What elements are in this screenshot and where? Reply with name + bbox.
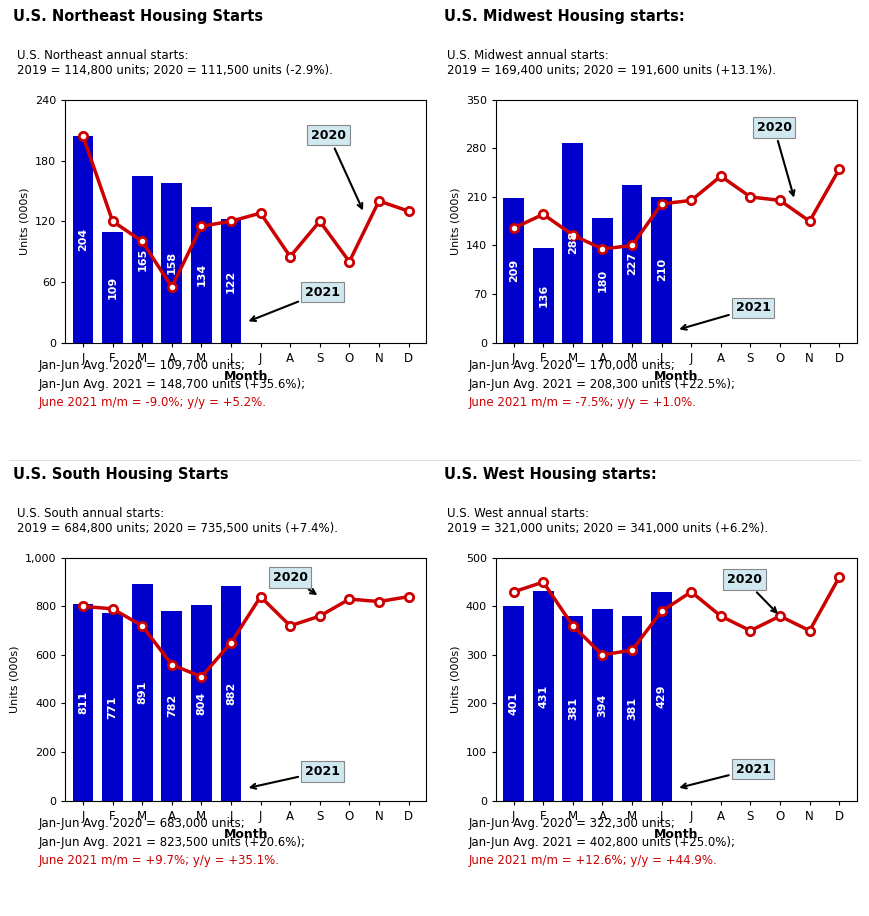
Bar [562,143,582,343]
Y-axis label: Units (000s): Units (000s) [449,646,460,713]
Text: 180: 180 [597,268,607,291]
Text: Jan-Jun Avg. 2021 = 208,300 units (+22.5%);: Jan-Jun Avg. 2021 = 208,300 units (+22.5… [468,377,735,390]
Bar [533,248,553,343]
Text: U.S. Northeast Housing Starts: U.S. Northeast Housing Starts [13,9,263,24]
Text: 204: 204 [78,228,88,251]
Text: 811: 811 [78,691,88,714]
Text: U.S. West annual starts:
2019 = 321,000 units; 2020 = 341,000 units (+6.2%).: U.S. West annual starts: 2019 = 321,000 … [447,507,767,535]
Bar [191,207,211,343]
Text: 2020: 2020 [272,571,315,594]
Text: U.S. Northeast annual starts:
2019 = 114,800 units; 2020 = 111,500 units (-2.9%): U.S. Northeast annual starts: 2019 = 114… [17,49,332,77]
Y-axis label: Units (000s): Units (000s) [10,646,19,713]
Bar [132,176,152,343]
Bar [592,218,612,343]
Bar [503,605,523,801]
Bar [503,198,523,343]
Bar [651,593,671,801]
Text: 2020: 2020 [756,121,793,195]
Bar [651,197,671,343]
Text: Jan-Jun Avg. 2021 = 402,800 units (+25.0%);: Jan-Jun Avg. 2021 = 402,800 units (+25.0… [468,835,735,848]
Text: 288: 288 [567,231,577,255]
Text: U.S. West Housing starts:: U.S. West Housing starts: [443,467,656,482]
Bar [221,586,241,801]
Text: Jan-Jun Avg. 2021 = 148,700 units (+35.6%);: Jan-Jun Avg. 2021 = 148,700 units (+35.6… [38,377,305,390]
Text: 771: 771 [108,695,117,719]
Y-axis label: Units (000s): Units (000s) [19,188,30,255]
Text: Jan-Jun Avg. 2020 = 322,300 units;: Jan-Jun Avg. 2020 = 322,300 units; [468,817,675,830]
Bar [221,219,241,343]
Text: 2021: 2021 [250,286,340,321]
Text: U.S. South annual starts:
2019 = 684,800 units; 2020 = 735,500 units (+7.4%).: U.S. South annual starts: 2019 = 684,800… [17,507,337,535]
Text: Jan-Jun Avg. 2021 = 823,500 units (+20.6%);: Jan-Jun Avg. 2021 = 823,500 units (+20.6… [38,835,305,848]
Bar [621,185,641,343]
Text: 381: 381 [627,696,636,720]
X-axis label: Month: Month [223,828,268,841]
Text: 209: 209 [508,258,518,282]
Text: 2021: 2021 [680,301,770,330]
X-axis label: Month: Month [653,828,698,841]
Text: 401: 401 [508,692,518,714]
Text: 891: 891 [137,681,147,704]
Bar [191,605,211,801]
Text: 158: 158 [167,251,176,274]
Text: 381: 381 [567,696,577,720]
Text: 109: 109 [108,276,117,300]
Text: 134: 134 [196,263,206,287]
Bar [73,136,93,343]
Bar [621,616,641,801]
Text: 394: 394 [597,693,607,716]
Text: 2021: 2021 [250,765,340,789]
Text: Jan-Jun Avg. 2020 = 683,000 units;: Jan-Jun Avg. 2020 = 683,000 units; [38,817,245,830]
Bar [103,614,123,801]
Text: 782: 782 [167,694,176,717]
Text: 429: 429 [656,684,666,708]
Text: 165: 165 [137,247,147,271]
Text: 431: 431 [538,684,547,707]
Text: U.S. South Housing Starts: U.S. South Housing Starts [13,467,229,482]
Text: U.S. Midwest annual starts:
2019 = 169,400 units; 2020 = 191,600 units (+13.1%).: U.S. Midwest annual starts: 2019 = 169,4… [447,49,775,77]
Text: June 2021 m/m = +12.6%; y/y = +44.9%.: June 2021 m/m = +12.6%; y/y = +44.9%. [468,855,717,867]
Text: 136: 136 [538,284,547,307]
Text: 227: 227 [627,252,636,276]
Text: Jan-Jun Avg. 2020 = 109,700 units;: Jan-Jun Avg. 2020 = 109,700 units; [38,359,245,372]
Text: June 2021 m/m = -7.5%; y/y = +1.0%.: June 2021 m/m = -7.5%; y/y = +1.0%. [468,397,696,409]
Bar [162,611,182,801]
Bar [162,183,182,343]
Text: Jan-Jun Avg. 2020 = 170,000 units;: Jan-Jun Avg. 2020 = 170,000 units; [468,359,675,372]
Text: 882: 882 [226,682,235,705]
X-axis label: Month: Month [223,370,268,383]
Text: 2020: 2020 [726,573,775,613]
Text: 210: 210 [656,258,666,281]
Bar [73,604,93,801]
Text: 2021: 2021 [680,762,770,789]
Bar [533,592,553,801]
Text: 2020: 2020 [311,129,362,209]
Bar [132,584,152,801]
Text: 804: 804 [196,692,206,714]
Bar [592,609,612,801]
Text: June 2021 m/m = -9.0%; y/y = +5.2%.: June 2021 m/m = -9.0%; y/y = +5.2%. [38,397,266,409]
Bar [562,616,582,801]
X-axis label: Month: Month [653,370,698,383]
Text: U.S. Midwest Housing starts:: U.S. Midwest Housing starts: [443,9,684,24]
Y-axis label: Units (000s): Units (000s) [449,188,460,255]
Text: June 2021 m/m = +9.7%; y/y = +35.1%.: June 2021 m/m = +9.7%; y/y = +35.1%. [38,855,279,867]
Bar [103,233,123,343]
Text: 122: 122 [226,269,235,292]
